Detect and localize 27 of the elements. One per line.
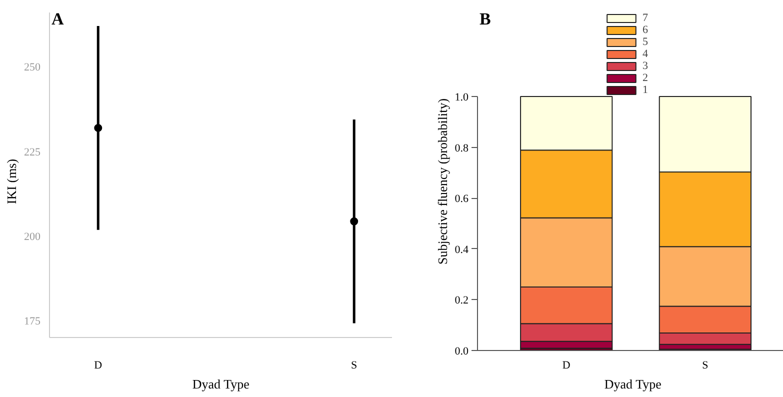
y-axis-title: IKI (ms): [4, 158, 19, 204]
y-tick-label: 0.0: [454, 346, 469, 358]
x-tick-label: D: [94, 360, 102, 372]
y-tick-label: 250: [24, 62, 41, 74]
legend-label: 5: [642, 36, 649, 48]
y-tick-label: 0.4: [454, 244, 469, 256]
y-tick-label: 0.8: [454, 142, 469, 154]
y-tick-label: 175: [24, 316, 41, 328]
legend-label: 6: [642, 24, 649, 36]
legend-label: 1: [642, 84, 649, 96]
y-tick-label: 200: [24, 230, 41, 243]
chart-title: A: [52, 10, 64, 28]
y-tick-label: 225: [24, 146, 41, 158]
y-tick-label: 1.0: [454, 92, 469, 104]
y-tick-label: 0.6: [454, 193, 469, 206]
legend-label: 4: [642, 48, 649, 60]
y-axis-title: Subjective fluency (probability): [434, 98, 450, 265]
x-tick-label: D: [562, 360, 570, 372]
y-tick-label: 0.2: [454, 294, 468, 307]
legend-label: 7: [642, 12, 649, 24]
legend-label: 3: [642, 60, 649, 72]
x-tick-label: S: [702, 360, 708, 372]
x-axis-title: Dyad Type: [604, 376, 662, 392]
chart-title: B: [480, 10, 491, 28]
legend-label: 2: [642, 72, 649, 84]
x-tick-label: S: [351, 360, 358, 372]
x-axis-title: Dyad Type: [192, 376, 250, 392]
